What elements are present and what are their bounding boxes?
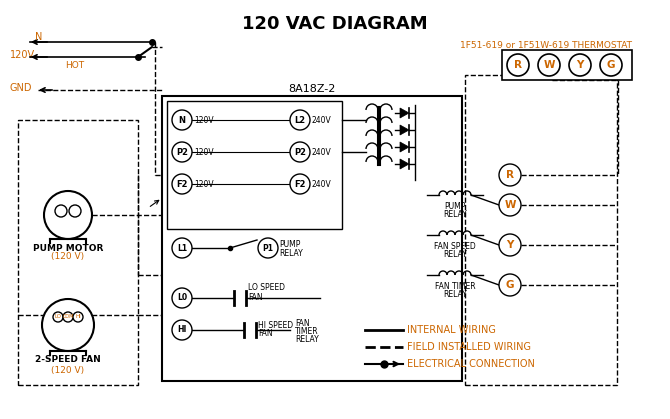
Text: RELAY: RELAY [443,290,467,299]
Text: R: R [506,170,514,180]
Circle shape [172,142,192,162]
Circle shape [63,312,73,322]
Text: LO SPEED: LO SPEED [248,284,285,292]
Text: 8A18Z-2: 8A18Z-2 [288,84,336,94]
Text: COM: COM [62,315,74,320]
Text: 120V: 120V [194,179,214,189]
Circle shape [69,205,81,217]
Text: F2: F2 [176,179,188,189]
Text: P1: P1 [263,243,273,253]
Bar [162,96,462,381]
Text: RELAY: RELAY [443,250,467,259]
Circle shape [499,274,521,296]
Circle shape [290,174,310,194]
Polygon shape [400,142,409,152]
Text: 120V: 120V [194,147,214,157]
Text: 240V: 240V [312,147,332,157]
Circle shape [600,54,622,76]
Circle shape [172,110,192,130]
Circle shape [258,238,278,258]
Text: 120V: 120V [194,116,214,124]
Text: Y: Y [507,240,514,250]
Text: HOT: HOT [66,60,84,70]
Text: 120V: 120V [10,50,35,60]
Text: W: W [543,60,555,70]
Text: L1: L1 [177,243,187,253]
Text: 240V: 240V [312,179,332,189]
Text: F2: F2 [294,179,306,189]
Text: FAN: FAN [248,293,263,303]
Circle shape [42,299,94,351]
Circle shape [73,312,83,322]
Text: N: N [35,32,42,42]
Text: LO: LO [54,315,62,320]
Bar [502,50,632,80]
Text: L0: L0 [177,293,187,303]
Text: ELECTRICAL CONNECTION: ELECTRICAL CONNECTION [407,359,535,369]
Text: P2: P2 [176,147,188,157]
Circle shape [172,320,192,340]
Circle shape [538,54,560,76]
Text: FAN SPEED: FAN SPEED [434,242,476,251]
Text: 240V: 240V [312,116,332,124]
Text: TIMER: TIMER [295,326,319,336]
Circle shape [290,110,310,130]
Text: (120 V): (120 V) [52,253,84,261]
Text: RELAY: RELAY [443,210,467,219]
Bar [18,120,138,385]
Text: Y: Y [576,60,584,70]
Text: HI SPEED: HI SPEED [258,321,293,329]
Text: 2-SPEED FAN: 2-SPEED FAN [35,355,101,365]
Text: G: G [607,60,615,70]
Text: FAN TIMER: FAN TIMER [435,282,475,291]
Text: W: W [505,200,516,210]
Circle shape [499,234,521,256]
Text: (120 V): (120 V) [52,365,84,375]
Bar [465,75,617,385]
Text: L2: L2 [294,116,306,124]
Text: HI: HI [178,326,187,334]
Circle shape [172,174,192,194]
Text: FAN: FAN [295,318,310,328]
Circle shape [53,312,63,322]
Text: G: G [506,280,515,290]
Circle shape [172,238,192,258]
Circle shape [507,54,529,76]
Text: RELAY: RELAY [279,248,303,258]
Circle shape [44,191,92,239]
Text: FIELD INSTALLED WIRING: FIELD INSTALLED WIRING [407,342,531,352]
Text: HI: HI [75,315,81,320]
Circle shape [499,194,521,216]
Text: PUMP: PUMP [279,240,300,248]
Text: 1F51-619 or 1F51W-619 THERMOSTAT: 1F51-619 or 1F51W-619 THERMOSTAT [460,41,632,49]
Text: 120 VAC DIAGRAM: 120 VAC DIAGRAM [242,15,428,33]
Bar [167,101,342,229]
Text: PUMP MOTOR: PUMP MOTOR [33,243,103,253]
Text: P2: P2 [294,147,306,157]
Circle shape [499,164,521,186]
Text: FAN: FAN [258,328,273,337]
Circle shape [172,288,192,308]
Text: PUMP: PUMP [444,202,466,211]
Text: R: R [514,60,522,70]
Circle shape [55,205,67,217]
Text: GND: GND [10,83,33,93]
Polygon shape [400,108,409,118]
Circle shape [290,142,310,162]
Text: N: N [178,116,186,124]
Polygon shape [400,159,409,169]
Circle shape [569,54,591,76]
Text: RELAY: RELAY [295,334,319,344]
Text: INTERNAL WIRING: INTERNAL WIRING [407,325,496,335]
Polygon shape [400,125,409,135]
